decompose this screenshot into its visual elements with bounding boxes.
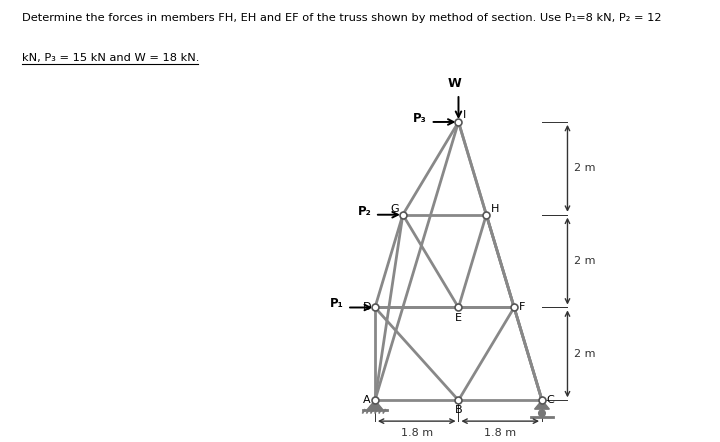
Text: A: A <box>363 395 371 405</box>
Text: G: G <box>390 204 399 214</box>
Text: W: W <box>448 77 462 91</box>
Circle shape <box>539 410 545 416</box>
Text: D: D <box>362 302 371 312</box>
Text: Determine the forces in members FH, EH and EF of the truss shown by method of se: Determine the forces in members FH, EH a… <box>22 13 661 23</box>
Text: kN, P₃ = 15 kN and W = 18 kN.: kN, P₃ = 15 kN and W = 18 kN. <box>22 53 199 63</box>
Text: 2 m: 2 m <box>575 164 596 173</box>
Text: P₁: P₁ <box>330 297 343 310</box>
Text: 1.8 m: 1.8 m <box>484 428 516 438</box>
Text: 2 m: 2 m <box>575 256 596 266</box>
Text: 1.8 m: 1.8 m <box>400 428 433 438</box>
Text: E: E <box>455 312 462 323</box>
Text: P₂: P₂ <box>358 205 372 217</box>
Text: F: F <box>519 302 526 312</box>
Text: B: B <box>454 405 462 415</box>
Text: I: I <box>462 110 466 120</box>
Text: P₃: P₃ <box>413 112 427 125</box>
Text: C: C <box>546 395 554 405</box>
Text: 2 m: 2 m <box>575 349 596 359</box>
Polygon shape <box>367 400 383 410</box>
Text: H: H <box>490 204 499 214</box>
Polygon shape <box>534 400 549 409</box>
